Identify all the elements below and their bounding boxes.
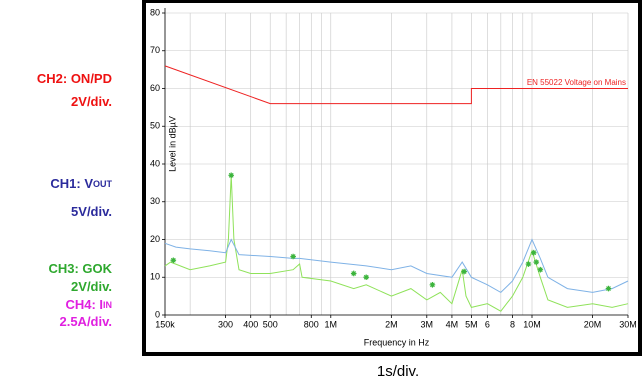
x-tick-label: 20M [584,319,602,329]
line-series [164,238,629,294]
marker [290,253,296,260]
footer: 1s/div. [377,363,419,380]
x-tick-label: 30M [619,319,637,329]
x-tick-label: 1M [325,319,338,329]
y-tick-label: 0 [155,309,160,319]
channel-label-text: 2V/div. [71,94,112,109]
channel-label-sub: OUT [93,179,113,189]
marker [461,268,467,275]
marker [533,259,540,265]
channel-label-text: CH2: ON/PD [37,71,112,86]
x-tick-label: 500 [263,319,278,329]
y-axis-title: Level in dBµV [167,116,177,172]
channel-label: 2.5A/div. [59,314,112,329]
channel-label-text: CH1: V [50,176,93,191]
y-tick-label: 70 [150,45,160,55]
marker [350,270,357,277]
line-series [164,65,628,105]
x-tick-label: 4M [446,319,459,329]
channel-label-text: 2.5A/div. [59,314,112,329]
x-tick-label: 5M [465,319,478,329]
channel-label-text: 2V/div. [71,279,112,294]
plot: 0 10 20 30 40 50 60 70 80 150k 300 400 500 800 1M 2M 3M 4… [150,7,637,347]
y-tick-label: 50 [150,121,160,131]
channel-label: CH2: ON/PD [37,71,112,86]
channel-label: 5V/div. [71,204,112,219]
x-tick-label: 6 [485,319,490,329]
y-tick-label: 20 [150,234,160,244]
marker [170,257,177,264]
x-axis-title: Frequency in Hz [364,337,430,347]
channel-label-text: CH4: I [65,297,103,312]
marker [530,249,537,256]
plot-panel [146,3,638,352]
x-tick-label: 10M [523,319,541,329]
marker [429,282,436,288]
x-tick-label: 150k [155,319,175,329]
channel-label: CH1: VOUT [50,176,112,191]
marker [537,266,544,273]
x-tick-label: 800 [304,319,319,329]
x-tick-label: 300 [218,319,233,329]
y-tick-label: 60 [150,83,160,93]
x-tick-label: 3M [421,319,434,329]
channel-label: CH3: GOK [48,261,112,276]
marker [605,285,612,292]
marker [363,274,370,281]
x-tick-label: 2M [385,319,398,329]
marker [228,172,235,179]
marker [525,261,532,267]
x-tick-label: 8 [510,319,515,329]
channel-label: 2V/div. [71,94,112,109]
annotation: EN 55022 Voltage on Mains [527,78,626,87]
y-tick-label: 40 [150,158,160,168]
y-tick-label: 80 [150,7,160,17]
y-tick-label: 30 [150,196,160,206]
channel-label-text: CH3: GOK [48,261,112,276]
channel-label-text: 5V/div. [71,204,112,219]
y-tick-label: 10 [150,272,160,282]
channel-label-sub: IN [103,300,112,310]
channel-label: 2V/div. [71,279,112,294]
channel-label: CH4: IIN [65,297,112,312]
x-tick-label: 400 [243,319,258,329]
